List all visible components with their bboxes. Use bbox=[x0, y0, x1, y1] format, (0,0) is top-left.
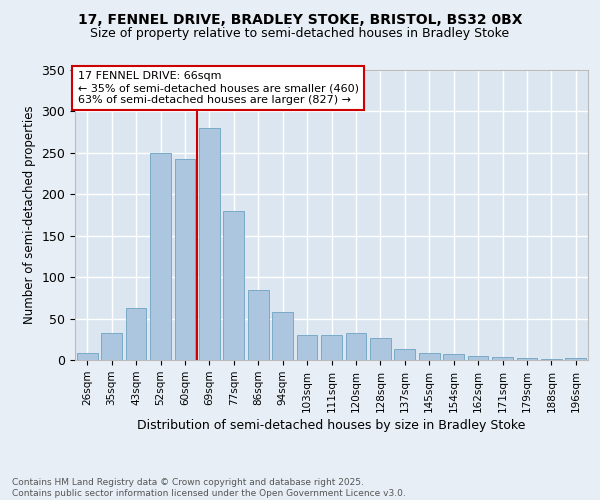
Text: 17 FENNEL DRIVE: 66sqm
← 35% of semi-detached houses are smaller (460)
63% of se: 17 FENNEL DRIVE: 66sqm ← 35% of semi-det… bbox=[77, 72, 359, 104]
Text: Contains HM Land Registry data © Crown copyright and database right 2025.
Contai: Contains HM Land Registry data © Crown c… bbox=[12, 478, 406, 498]
X-axis label: Distribution of semi-detached houses by size in Bradley Stoke: Distribution of semi-detached houses by … bbox=[137, 419, 526, 432]
Bar bbox=[565, 358, 586, 360]
Bar bbox=[199, 128, 220, 360]
Bar bbox=[101, 332, 122, 360]
Text: Size of property relative to semi-detached houses in Bradley Stoke: Size of property relative to semi-detach… bbox=[91, 28, 509, 40]
Bar bbox=[443, 354, 464, 360]
Bar bbox=[150, 153, 171, 360]
Bar bbox=[125, 308, 146, 360]
Bar bbox=[467, 356, 488, 360]
Bar bbox=[175, 158, 196, 360]
Bar bbox=[346, 332, 367, 360]
Bar bbox=[370, 338, 391, 360]
Bar bbox=[419, 354, 440, 360]
Bar bbox=[272, 312, 293, 360]
Bar bbox=[248, 290, 269, 360]
Bar bbox=[517, 358, 538, 360]
Y-axis label: Number of semi-detached properties: Number of semi-detached properties bbox=[23, 106, 36, 324]
Bar bbox=[394, 349, 415, 360]
Bar bbox=[77, 354, 98, 360]
Bar bbox=[541, 359, 562, 360]
Bar bbox=[296, 335, 317, 360]
Text: 17, FENNEL DRIVE, BRADLEY STOKE, BRISTOL, BS32 0BX: 17, FENNEL DRIVE, BRADLEY STOKE, BRISTOL… bbox=[78, 12, 522, 26]
Bar bbox=[223, 211, 244, 360]
Bar bbox=[492, 356, 513, 360]
Bar bbox=[321, 335, 342, 360]
